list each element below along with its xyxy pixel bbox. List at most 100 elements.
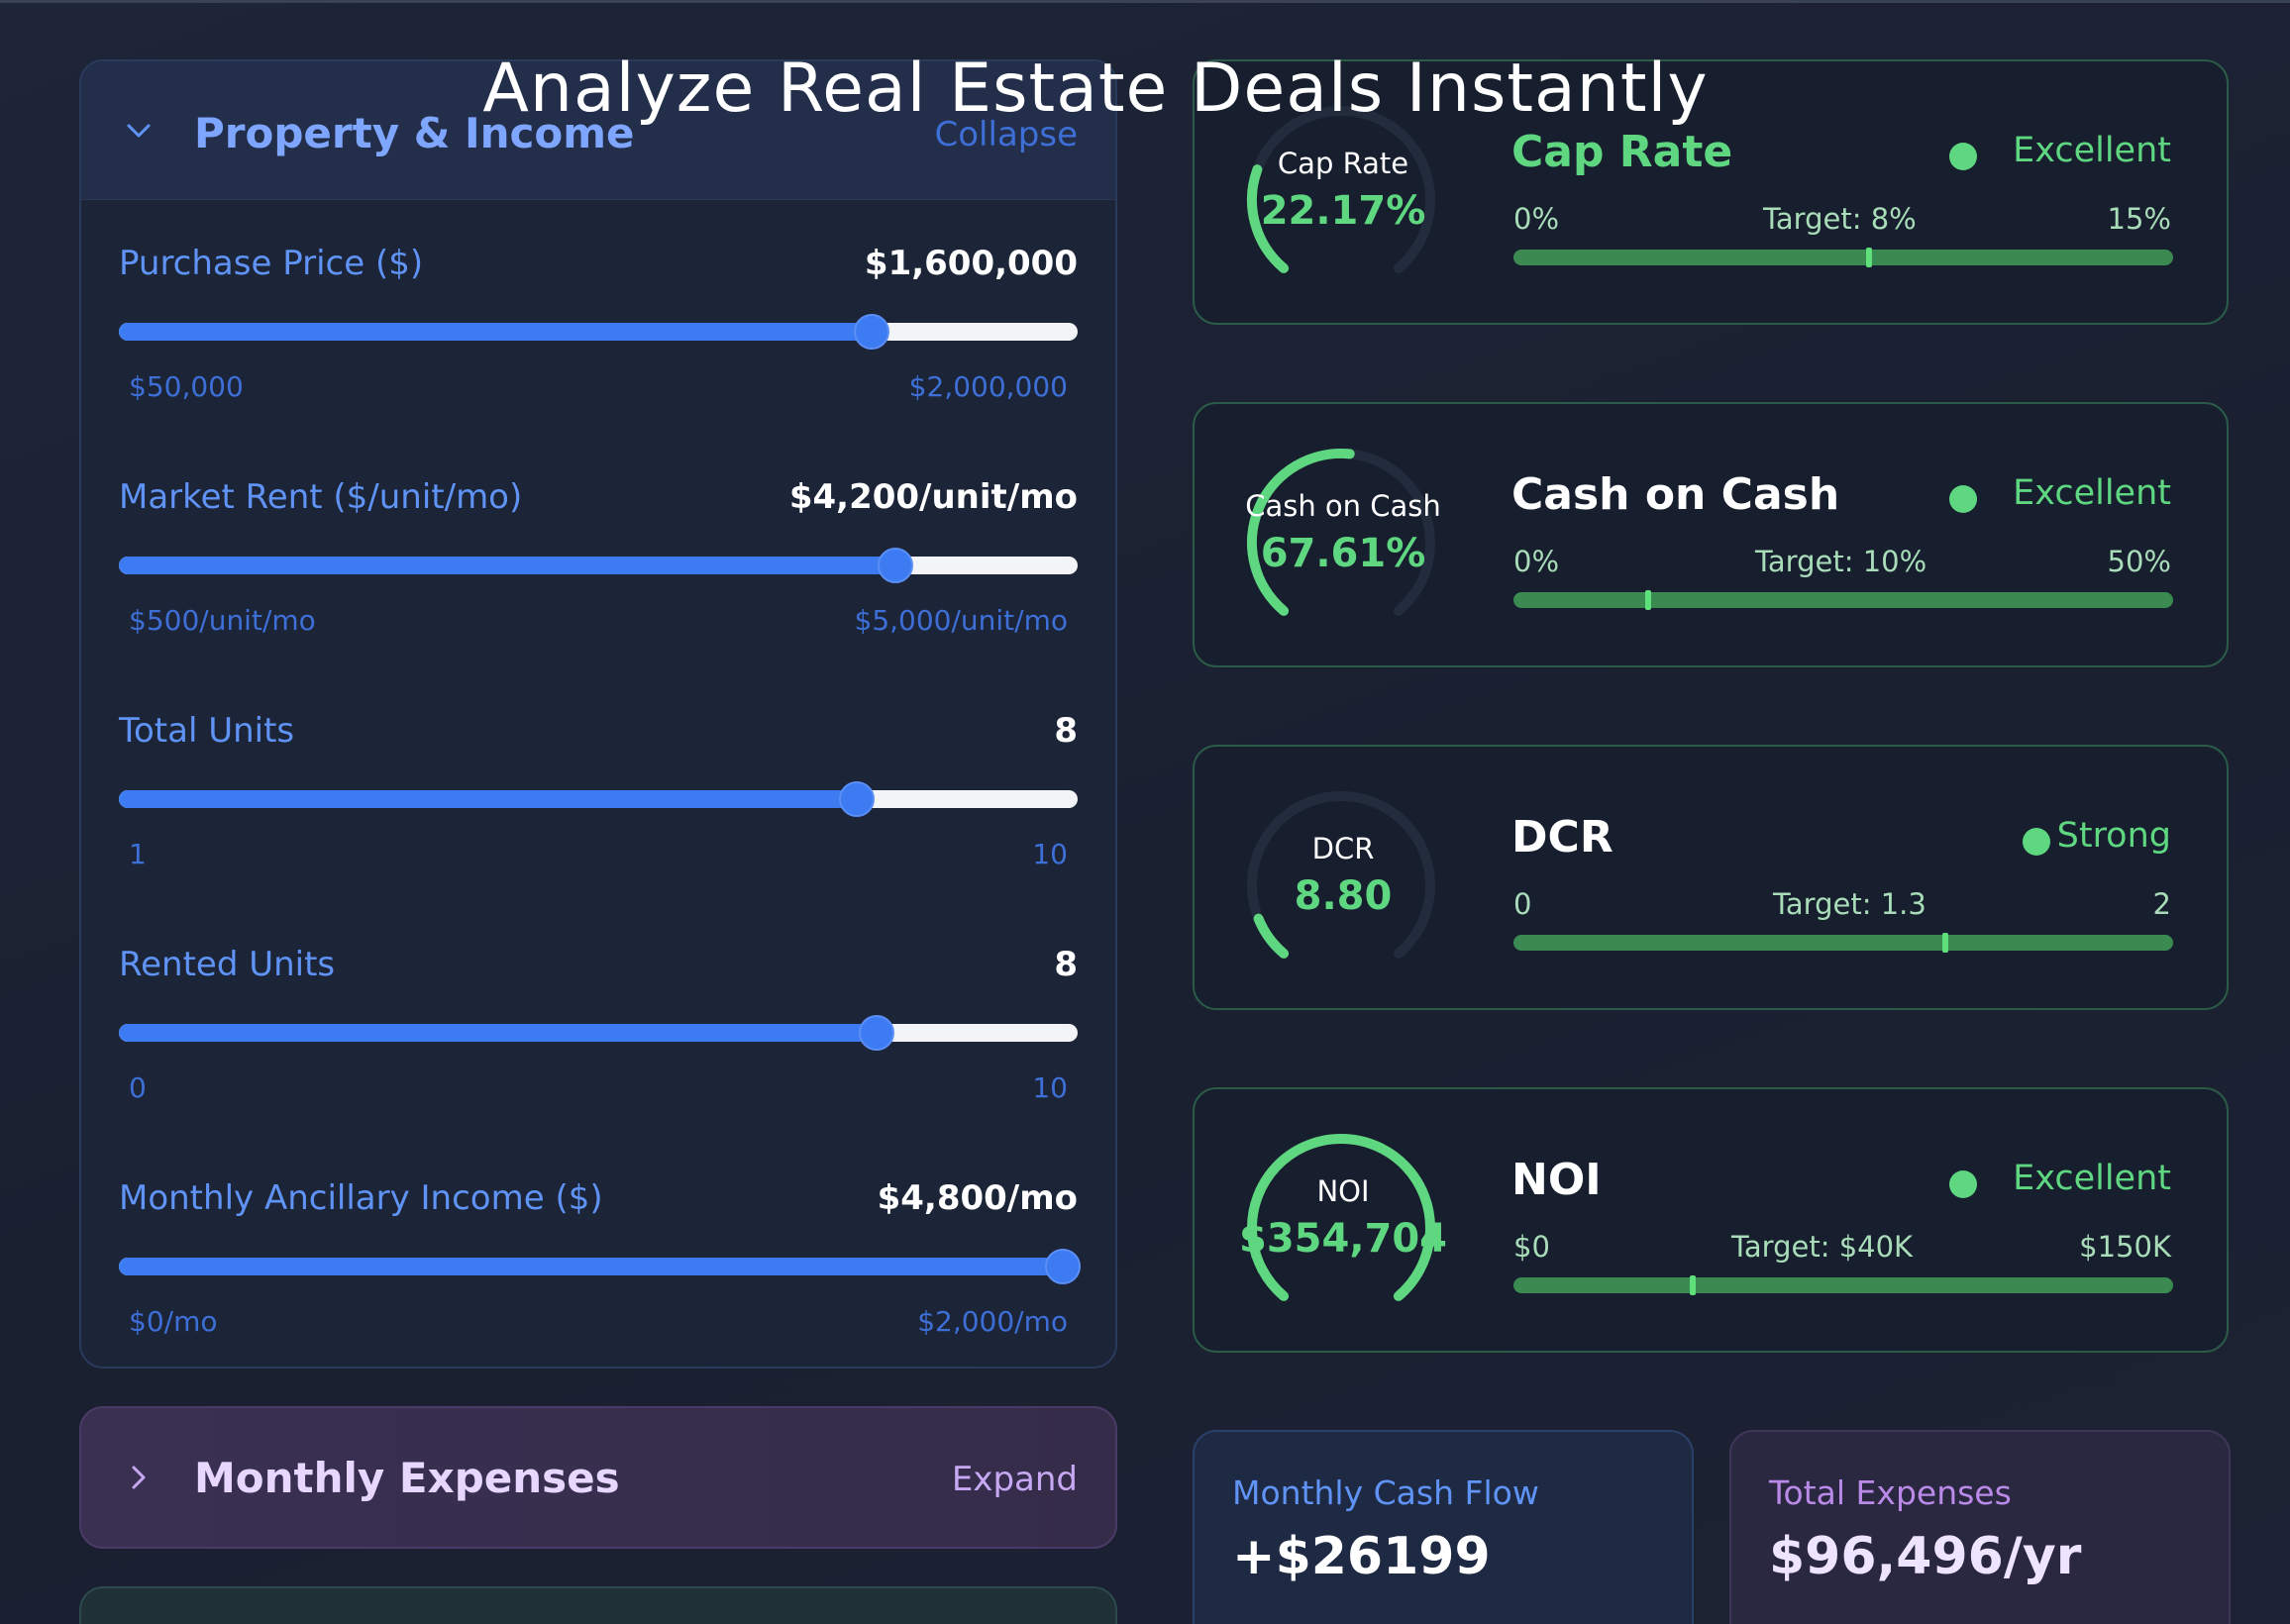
- gauge-label: Cash on Cash: [1245, 489, 1441, 523]
- gauge-value: 22.17%: [1260, 188, 1426, 234]
- next-panel-partial[interactable]: [79, 1586, 1117, 1624]
- slider-value: $4,800/mo: [877, 1178, 1078, 1218]
- slider-max: $2,000,000: [908, 370, 1068, 403]
- purchase-price-slider[interactable]: [119, 314, 1078, 350]
- target-marker: [1941, 933, 1948, 953]
- target-marker: [1866, 248, 1873, 267]
- target-marker: [1690, 1275, 1697, 1295]
- slider-fill: [119, 1258, 1064, 1275]
- monthly-cash-flow-card: Monthly Cash Flow +$26199: [1193, 1430, 1694, 1624]
- monthly-expenses-panel[interactable]: Monthly Expenses Expand: [79, 1406, 1117, 1549]
- status-dot-icon: [1949, 1170, 1977, 1198]
- status-badge: Excellent: [2013, 1159, 2171, 1198]
- property-income-header[interactable]: Property & Income Collapse: [81, 61, 1115, 200]
- slider-max: $5,000/unit/mo: [854, 604, 1069, 637]
- slider-label: Monthly Ancillary Income ($): [119, 1178, 603, 1218]
- chevron-right-icon: [132, 1466, 146, 1489]
- status-dot-icon: [1949, 485, 1977, 513]
- status-badge: Strong: [2056, 816, 2171, 856]
- slider-value: $4,200/unit/mo: [788, 477, 1078, 517]
- slider-value: 8: [1054, 945, 1078, 984]
- rented-units-slider[interactable]: [119, 1015, 1078, 1051]
- slider-min: $50,000: [129, 370, 244, 403]
- slider-min: $0/mo: [129, 1305, 218, 1338]
- cap-rate-gauge: [1246, 106, 1435, 273]
- ancillary-income-slider[interactable]: [119, 1249, 1082, 1284]
- range-max: $150K: [2079, 1230, 2171, 1264]
- gauge-value: $354,704: [1238, 1216, 1448, 1262]
- total-expenses-card: Total Expenses $96,496/yr: [1729, 1430, 2231, 1624]
- slider-min: 0: [129, 1071, 147, 1104]
- range-min: 0%: [1513, 545, 1560, 578]
- range-target: Target: 8%: [1763, 202, 1917, 236]
- range-target: Target: 1.3: [1773, 887, 1926, 921]
- slider-max: 10: [1032, 838, 1068, 870]
- cash-on-cash-gauge: [1246, 448, 1435, 616]
- range-target: Target: 10%: [1755, 545, 1927, 578]
- noi-gauge: [1247, 1134, 1435, 1301]
- range-min: 0: [1513, 887, 1532, 921]
- slider-thumb[interactable]: [853, 314, 889, 350]
- gauge-label: DCR: [1311, 832, 1375, 865]
- property-income-panel: Property & Income Collapse Purchase Pric…: [79, 59, 1117, 1369]
- metric-card-cash-on-cash: Cash on Cash 67.61% Cash on Cash Excelle…: [1193, 402, 2229, 667]
- slider-max: $2,000/mo: [917, 1305, 1068, 1338]
- metric-title: Cash on Cash: [1511, 469, 1840, 520]
- range-max: 2: [2152, 887, 2171, 921]
- summary-label: Monthly Cash Flow: [1232, 1473, 1539, 1512]
- chevron-down-icon: [127, 124, 151, 138]
- range-bar: [1513, 590, 2173, 610]
- metric-title: DCR: [1511, 812, 1613, 863]
- collapse-button[interactable]: Collapse: [934, 115, 1078, 154]
- slider-label: Market Rent ($/unit/mo): [119, 477, 523, 517]
- range-min: 0%: [1513, 202, 1560, 236]
- slider-thumb[interactable]: [839, 781, 876, 817]
- metric-card-noi: NOI $354,704 NOI Excellent $0 Target: $4…: [1193, 1087, 2229, 1353]
- slider-min: $500/unit/mo: [129, 604, 316, 637]
- slider-fill: [119, 790, 858, 808]
- status-badge: Excellent: [2013, 131, 2171, 170]
- gauge-label: NOI: [1316, 1174, 1370, 1208]
- slider-value: $1,600,000: [864, 244, 1078, 283]
- panel-title: Monthly Expenses: [194, 1454, 620, 1502]
- range-bar: [1513, 1275, 2173, 1295]
- status-badge: Excellent: [2013, 473, 2171, 513]
- slider-fill: [119, 1024, 877, 1042]
- slider-fill: [119, 323, 872, 341]
- slider-thumb[interactable]: [858, 1015, 894, 1051]
- range-bar: [1513, 248, 2173, 267]
- window-top-edge: [0, 0, 2290, 3]
- slider-label: Purchase Price ($): [119, 244, 424, 283]
- range-max: 15%: [2107, 202, 2171, 236]
- expand-button[interactable]: Expand: [951, 1460, 1078, 1499]
- summary-value: $96,496/yr: [1769, 1527, 2082, 1586]
- slider-min: 1: [129, 838, 147, 870]
- slider-thumb[interactable]: [1045, 1249, 1082, 1284]
- metric-card-dcr: DCR 8.80 DCR Strong 0 Target: 1.3 2: [1193, 745, 2229, 1010]
- gauge-label: Cap Rate: [1277, 147, 1409, 180]
- slider-max: 10: [1032, 1071, 1068, 1104]
- dcr-gauge: [1247, 791, 1435, 959]
- status-dot-icon: [1949, 143, 1977, 170]
- slider-fill: [119, 557, 896, 574]
- target-marker: [1645, 590, 1652, 610]
- gauge-value: 8.80: [1294, 873, 1393, 919]
- range-min: $0: [1513, 1230, 1550, 1264]
- range-target: Target: $40K: [1731, 1230, 1914, 1264]
- summary-value: +$26199: [1232, 1527, 1491, 1586]
- slider-label: Rented Units: [119, 945, 336, 984]
- promo-headline: Analyze Real Estate Deals Instantly: [482, 50, 1709, 128]
- slider-value: 8: [1054, 711, 1078, 751]
- summary-label: Total Expenses: [1769, 1473, 2012, 1512]
- metric-card-cap-rate: Cap Rate 22.17% Cap Rate Excellent 0% Ta…: [1193, 59, 2229, 325]
- range-max: 50%: [2107, 545, 2171, 578]
- range-bar: [1513, 933, 2173, 953]
- metric-title: Cap Rate: [1511, 127, 1733, 177]
- panel-title: Property & Income: [194, 109, 635, 157]
- market-rent-slider[interactable]: [119, 548, 1078, 583]
- total-units-slider[interactable]: [119, 781, 1078, 817]
- gauge-value: 67.61%: [1260, 531, 1426, 576]
- slider-thumb[interactable]: [878, 548, 914, 583]
- slider-label: Total Units: [119, 711, 295, 751]
- status-dot-icon: [2023, 828, 2050, 856]
